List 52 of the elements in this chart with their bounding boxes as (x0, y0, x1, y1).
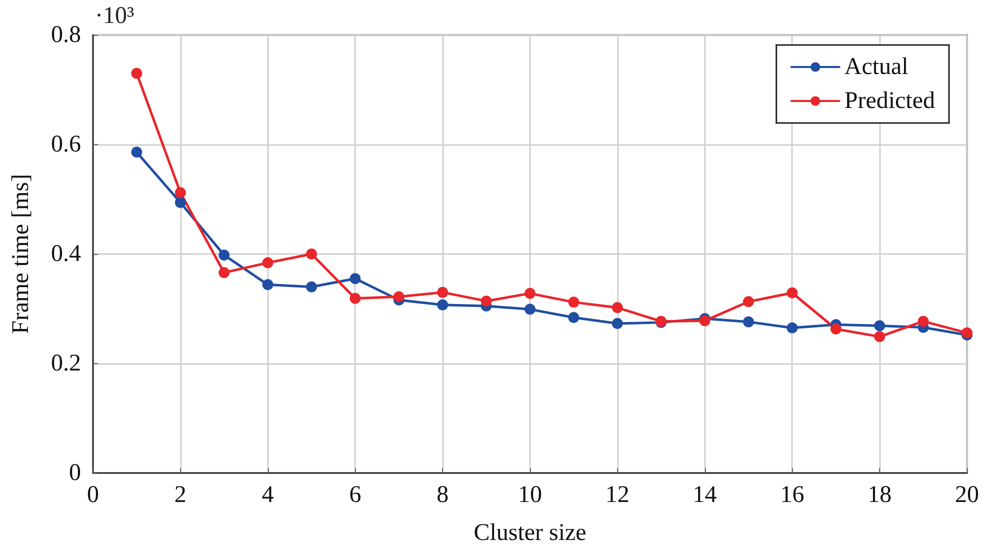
point (524, 304, 536, 315)
x-tick-label: 0 (87, 482, 99, 508)
point (174, 197, 186, 208)
point (786, 287, 798, 298)
y-tick-label: 0.6 (51, 132, 81, 158)
point (918, 316, 929, 327)
point (262, 257, 274, 268)
x-tick-label: 8 (436, 482, 449, 508)
point (262, 279, 274, 290)
point (612, 302, 623, 314)
y-tick-label: 0.4 (51, 241, 81, 267)
point (743, 296, 754, 308)
point (874, 331, 886, 342)
x-tick-label: 14 (692, 482, 717, 508)
point (743, 316, 754, 328)
point (131, 146, 142, 158)
point (437, 299, 448, 310)
point (306, 281, 317, 292)
x-tick-label: 4 (262, 482, 274, 508)
point (306, 248, 317, 260)
point (962, 327, 972, 338)
point (174, 187, 186, 198)
point (131, 68, 142, 79)
point (350, 273, 361, 284)
x-tick-label: 6 (349, 482, 362, 508)
point (480, 296, 492, 307)
y-axis-title: Frame time [ms] (8, 174, 34, 334)
point (437, 286, 448, 298)
point (524, 288, 536, 299)
x-tick-label: 12 (605, 482, 630, 508)
y-tick-label: 0 (69, 460, 81, 486)
point (568, 296, 580, 308)
x-tick-label: 10 (518, 482, 542, 508)
point (350, 292, 361, 304)
point (874, 320, 886, 332)
x-tick-label: 18 (868, 482, 892, 508)
x-axis-title: Cluster size (474, 520, 586, 546)
y-tick-label: 0.2 (51, 350, 81, 376)
x-tick-label: 16 (780, 482, 804, 508)
point (218, 267, 230, 278)
legend-label: Actual (844, 54, 909, 80)
point (830, 324, 842, 335)
legend-label: Predicted (844, 88, 936, 114)
point (568, 312, 580, 324)
y-tick-label: 0.8 (51, 22, 81, 48)
point (218, 250, 230, 261)
text: ·10³ (95, 3, 134, 29)
x-tick-label: 2 (174, 482, 186, 508)
point (393, 291, 404, 302)
x-tick-label: 20 (955, 482, 979, 508)
point (786, 322, 798, 334)
point (612, 318, 623, 330)
